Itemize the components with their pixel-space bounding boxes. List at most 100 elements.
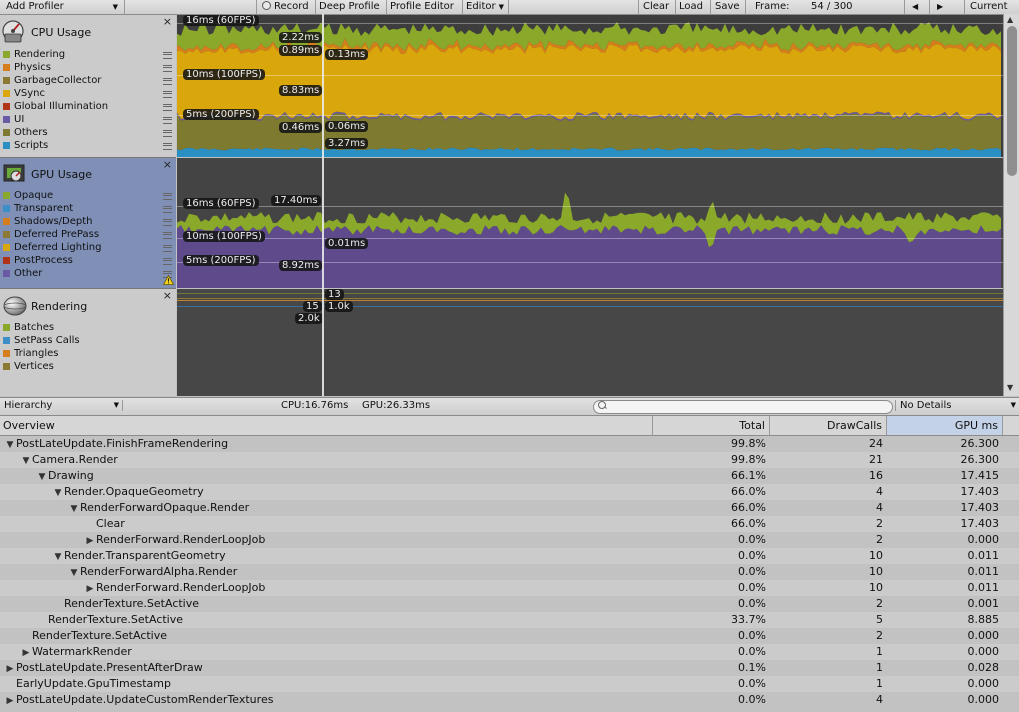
table-row[interactable]: ▼ RenderForwardAlpha.Render 0.0% 10 0.011: [0, 564, 1019, 580]
column-overview[interactable]: Overview: [0, 416, 653, 435]
warning-icon[interactable]: [163, 275, 174, 285]
column-total[interactable]: Total: [653, 416, 770, 435]
drag-handle-icon[interactable]: [163, 130, 172, 137]
cpu-legend-item[interactable]: UI: [0, 113, 176, 126]
render-legend-item[interactable]: Triangles: [0, 347, 176, 360]
cpu-legend-item[interactable]: Scripts: [0, 139, 176, 152]
render-legend-item[interactable]: Vertices: [0, 360, 176, 373]
expanded-triangle-icon[interactable]: ▼: [6, 440, 14, 450]
table-row[interactable]: RenderTexture.SetActive 0.0% 2 0.001: [0, 596, 1019, 612]
close-icon[interactable]: ×: [162, 15, 172, 28]
record-button[interactable]: Record: [262, 0, 314, 14]
table-row[interactable]: ▼ Camera.Render 99.8% 21 26.300: [0, 452, 1019, 468]
gpu-legend-item[interactable]: Other: [0, 267, 176, 280]
save-button[interactable]: Save: [715, 0, 743, 14]
table-row[interactable]: ▼ Render.OpaqueGeometry 66.0% 4 17.403: [0, 484, 1019, 500]
deep-profile-button[interactable]: Deep Profile: [319, 0, 383, 14]
drag-handle-icon[interactable]: [163, 258, 172, 265]
row-name: Drawing: [48, 469, 94, 482]
gpu-legend-item[interactable]: Shadows/Depth: [0, 215, 176, 228]
expanded-triangle-icon[interactable]: ▼: [54, 488, 62, 498]
add-profiler-dropdown[interactable]: Add Profiler ▼: [6, 0, 122, 14]
previous-frame-button[interactable]: ◀: [912, 0, 922, 14]
editor-dropdown[interactable]: Editor ▼: [466, 0, 506, 14]
collapsed-triangle-icon[interactable]: ▶: [6, 696, 14, 706]
cpu-value-rendering: 2.22ms: [279, 32, 323, 43]
drag-handle-icon[interactable]: [163, 117, 172, 124]
cpu-fps-label-200: 5ms (200FPS): [183, 109, 259, 120]
scroll-up-icon[interactable]: ▲: [1007, 15, 1014, 24]
profile-editor-button[interactable]: Profile Editor: [390, 0, 460, 14]
next-frame-button[interactable]: ▶: [937, 0, 947, 14]
graph-scrollbar[interactable]: ▲ ▼: [1003, 14, 1019, 396]
expanded-triangle-icon[interactable]: ▼: [70, 504, 78, 514]
drag-handle-icon[interactable]: [163, 193, 172, 200]
cpu-legend-item[interactable]: Rendering: [0, 48, 176, 61]
view-mode-dropdown[interactable]: Hierarchy ▼: [4, 400, 123, 411]
collapsed-triangle-icon[interactable]: ▶: [22, 648, 30, 658]
cpu-legend-item[interactable]: Physics: [0, 61, 176, 74]
rendering-panel[interactable]: Rendering × Batches SetPass Calls Triangle…: [0, 289, 176, 396]
table-row[interactable]: EarlyUpdate.GpuTimestamp 0.0% 1 0.000: [0, 676, 1019, 692]
table-row[interactable]: RenderTexture.SetActive 33.7% 5 8.885: [0, 612, 1019, 628]
load-button[interactable]: Load: [679, 0, 707, 14]
row-total: 33.7%: [731, 613, 766, 626]
cpu-usage-panel[interactable]: CPU Usage × Rendering Physics GarbageColle…: [0, 15, 176, 158]
collapsed-triangle-icon[interactable]: ▶: [86, 536, 94, 546]
collapsed-triangle-icon[interactable]: ▶: [86, 584, 94, 594]
drag-handle-icon[interactable]: [163, 91, 172, 98]
gpu-usage-graph[interactable]: [177, 158, 1003, 288]
frame-cursor-line[interactable]: [322, 14, 324, 396]
row-gpu-ms: 0.001: [967, 597, 1000, 610]
close-icon[interactable]: ×: [162, 158, 172, 171]
gpu-legend-item[interactable]: Transparent: [0, 202, 176, 215]
table-row[interactable]: Clear 66.0% 2 17.403: [0, 516, 1019, 532]
table-row[interactable]: ▶ PostLateUpdate.PresentAfterDraw 0.1% 1 0.0…: [0, 660, 1019, 676]
table-row[interactable]: ▶ WatermarkRender 0.0% 1 0.000: [0, 644, 1019, 660]
drag-handle-icon[interactable]: [163, 219, 172, 226]
drag-handle-icon[interactable]: [163, 245, 172, 252]
rendering-graph[interactable]: [177, 289, 1003, 396]
scroll-down-icon[interactable]: ▼: [1007, 383, 1014, 392]
table-row[interactable]: ▼ RenderForwardOpaque.Render 66.0% 4 17.403: [0, 500, 1019, 516]
expanded-triangle-icon[interactable]: ▼: [54, 552, 62, 562]
gpu-legend-item[interactable]: Deferred PrePass: [0, 228, 176, 241]
render-legend-item[interactable]: SetPass Calls: [0, 334, 176, 347]
gpu-legend-label: Shadows/Depth: [14, 216, 93, 227]
cpu-legend-item[interactable]: GarbageCollector: [0, 74, 176, 87]
drag-handle-icon[interactable]: [163, 143, 172, 150]
collapsed-triangle-icon[interactable]: ▶: [6, 664, 14, 674]
drag-handle-icon[interactable]: [163, 78, 172, 85]
gpu-usage-panel[interactable]: GPU Usage × Opaque Transparent Shadows/Dep…: [0, 158, 176, 289]
column-drawcalls[interactable]: DrawCalls: [770, 416, 887, 435]
table-row[interactable]: ▶ RenderForward.RenderLoopJob 0.0% 10 0.011: [0, 580, 1019, 596]
gpu-legend-item[interactable]: Deferred Lighting: [0, 241, 176, 254]
table-row[interactable]: ▼ Drawing 66.1% 16 17.415: [0, 468, 1019, 484]
table-row[interactable]: ▶ PostLateUpdate.UpdateCustomRenderTextur…: [0, 692, 1019, 708]
drag-handle-icon[interactable]: [163, 206, 172, 213]
current-frame-button[interactable]: Current: [970, 0, 1008, 14]
column-gpu-ms[interactable]: GPU ms: [887, 416, 1003, 435]
cpu-legend-item[interactable]: Global Illumination: [0, 100, 176, 113]
cpu-legend-item[interactable]: Others: [0, 126, 176, 139]
table-row[interactable]: RenderTexture.SetActive 0.0% 2 0.000: [0, 628, 1019, 644]
expanded-triangle-icon[interactable]: ▼: [22, 456, 30, 466]
search-input[interactable]: [593, 400, 893, 414]
gpu-legend-item[interactable]: PostProcess: [0, 254, 176, 267]
drag-handle-icon[interactable]: [163, 232, 172, 239]
render-legend-item[interactable]: Batches: [0, 321, 176, 334]
cpu-legend-item[interactable]: VSync: [0, 87, 176, 100]
table-row[interactable]: ▼ PostLateUpdate.FinishFrameRendering 99.8…: [0, 436, 1019, 452]
drag-handle-icon[interactable]: [163, 65, 172, 72]
expanded-triangle-icon[interactable]: ▼: [38, 472, 46, 482]
scrollbar-thumb[interactable]: [1007, 26, 1017, 176]
table-row[interactable]: ▶ RenderForward.RenderLoopJob 0.0% 2 0.000: [0, 532, 1019, 548]
table-row[interactable]: ▼ Render.TransparentGeometry 0.0% 10 0.011: [0, 548, 1019, 564]
drag-handle-icon[interactable]: [163, 104, 172, 111]
details-mode-dropdown[interactable]: No Details ▼: [895, 400, 1019, 411]
expanded-triangle-icon[interactable]: ▼: [70, 568, 78, 578]
close-icon[interactable]: ×: [162, 289, 172, 302]
drag-handle-icon[interactable]: [163, 52, 172, 59]
gpu-legend-item[interactable]: Opaque: [0, 189, 176, 202]
clear-button[interactable]: Clear: [643, 0, 673, 14]
